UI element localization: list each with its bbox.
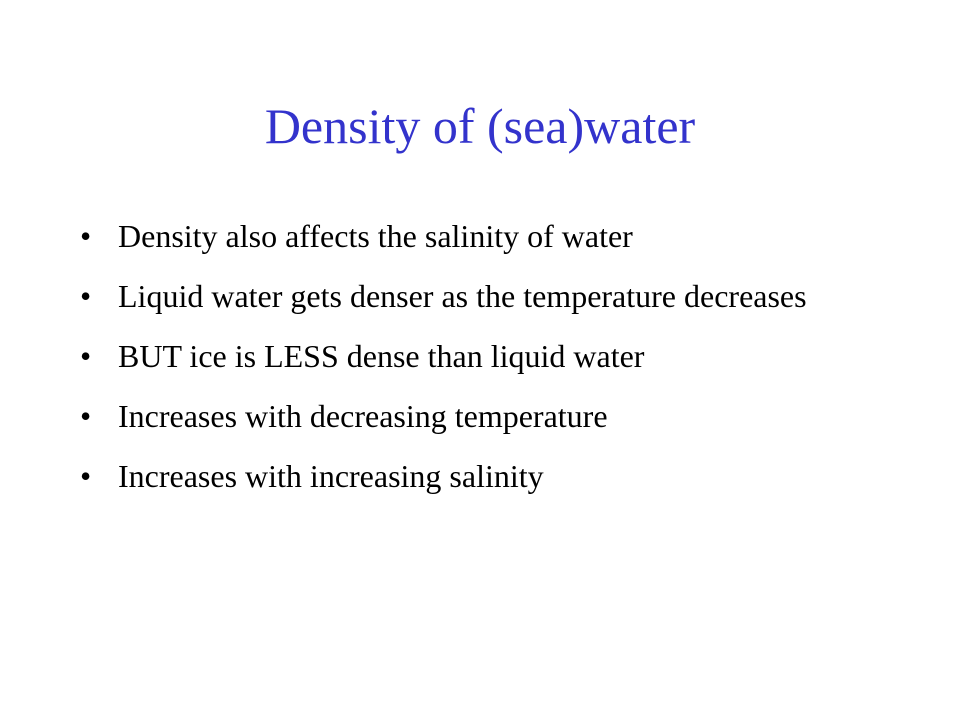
bullet: Increases with decreasing temperature: [80, 398, 880, 435]
bullet: Increases with increasing salinity: [80, 458, 880, 495]
slide-title: Density of (sea)water: [264, 98, 696, 154]
bullet: BUT ice is LESS dense than liquid water: [80, 338, 880, 375]
bullet: Liquid water gets denser as the temperat…: [80, 278, 880, 315]
bullet-list: Density also affects the salinity of wat…: [80, 218, 880, 518]
bullet: Density also affects the salinity of wat…: [80, 218, 880, 255]
